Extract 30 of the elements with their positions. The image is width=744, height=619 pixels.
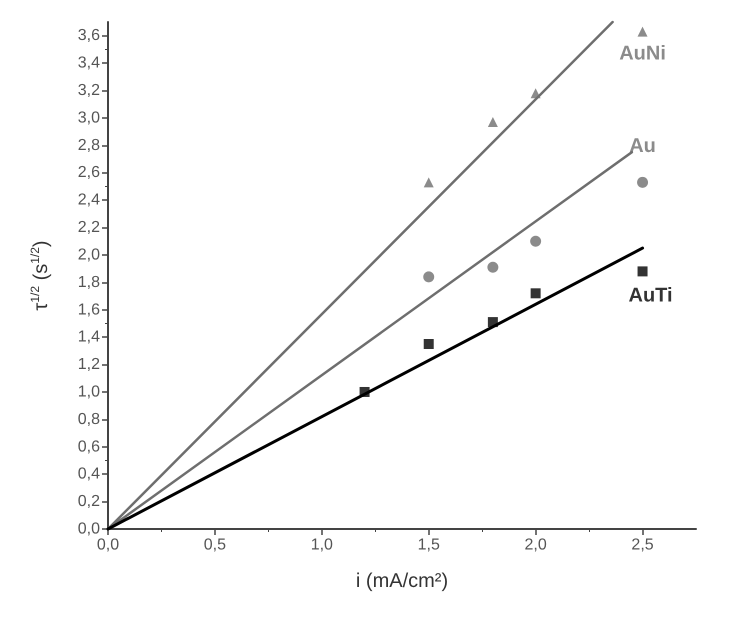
y-tick-label: 3,6	[78, 27, 100, 44]
y-tick-label: 3,0	[78, 109, 100, 126]
y-tick-label: 2,4	[78, 192, 100, 209]
x-tick-label: 0,5	[204, 536, 226, 554]
y-tick-label: 3,2	[78, 82, 100, 100]
x-tick-label: 2,0	[524, 536, 547, 554]
x-tick-label: 1,5	[418, 536, 440, 554]
y-tick-label: 2,2	[78, 219, 100, 236]
y-tick-label: 2,8	[78, 136, 100, 154]
y-tick-label: 0,0	[78, 520, 100, 538]
x-tick-label: 1,0	[310, 536, 334, 554]
y-tick-label: 2,0	[78, 246, 100, 264]
y-tick-label: 0,8	[78, 410, 100, 428]
y-tick-label: 3,4	[78, 54, 100, 72]
series-label: AuTi	[628, 284, 673, 306]
x-tick-label: 2,5	[631, 536, 654, 554]
y-tick-label: 2,6	[78, 164, 100, 182]
y-tick-label: 1,4	[78, 328, 100, 346]
y-tick-label: 1,2	[78, 356, 100, 374]
series-label: Au	[629, 134, 656, 157]
y-tick-label: 0,4	[78, 466, 100, 483]
series-label: AuNi	[619, 42, 666, 65]
x-tick-label: 0,0	[96, 536, 120, 554]
y-tick-label: 1,8	[78, 274, 100, 291]
y-tick-label: 1,0	[78, 383, 100, 400]
x-axis-title: i (mA/cm²)	[356, 570, 448, 592]
y-tick-label: 1,6	[78, 301, 100, 318]
y-axis-title: τ1/2 (s1/2)	[28, 240, 52, 311]
y-tick-label: 0,2	[78, 493, 100, 510]
y-tick-label: 0,6	[78, 438, 100, 456]
